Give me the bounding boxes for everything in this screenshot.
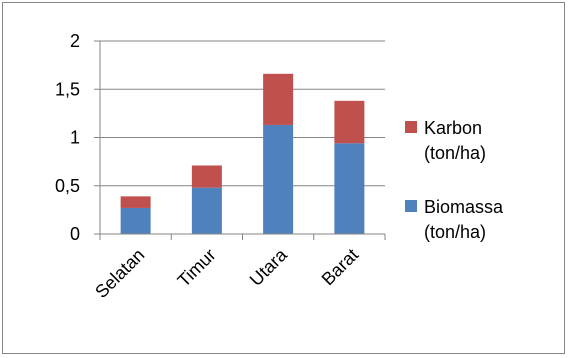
bar-biomassa-barat bbox=[334, 143, 365, 234]
y-tick-label: 1,5 bbox=[55, 79, 80, 99]
bar-karbon-selatan bbox=[120, 196, 151, 208]
x-tick-label: Utara bbox=[246, 244, 292, 290]
bar-biomassa-selatan bbox=[120, 207, 151, 234]
x-tick-labels: Selatan Timur Utara Barat bbox=[91, 244, 362, 302]
y-tick-label: 0,5 bbox=[55, 176, 80, 196]
legend-label: Karbon bbox=[424, 118, 482, 138]
legend-swatch bbox=[405, 200, 417, 212]
x-tick-label: Timur bbox=[174, 245, 220, 291]
x-tick-label: Selatan bbox=[91, 245, 148, 302]
legend-swatch bbox=[405, 121, 417, 133]
legend-label-unit: (ton/ha) bbox=[424, 143, 486, 163]
bar-karbon-utara bbox=[263, 73, 294, 125]
bar-biomassa-utara bbox=[263, 124, 294, 234]
bars bbox=[120, 73, 365, 234]
legend-label: Biomassa bbox=[424, 197, 504, 217]
legend-label-unit: (ton/ha) bbox=[424, 222, 486, 242]
legend: Karbon (ton/ha) Biomassa (ton/ha) bbox=[405, 118, 504, 242]
bar-karbon-timur bbox=[191, 165, 222, 188]
y-tick-label: 0 bbox=[70, 224, 80, 244]
y-tick-labels: 0 0,5 1 1,5 2 bbox=[55, 31, 80, 244]
bar-karbon-barat bbox=[334, 100, 365, 144]
axes bbox=[94, 40, 386, 240]
y-tick-label: 2 bbox=[70, 31, 80, 51]
x-tick-label: Barat bbox=[318, 245, 363, 290]
bar-biomassa-timur bbox=[191, 187, 222, 234]
y-tick-label: 1 bbox=[70, 128, 80, 148]
